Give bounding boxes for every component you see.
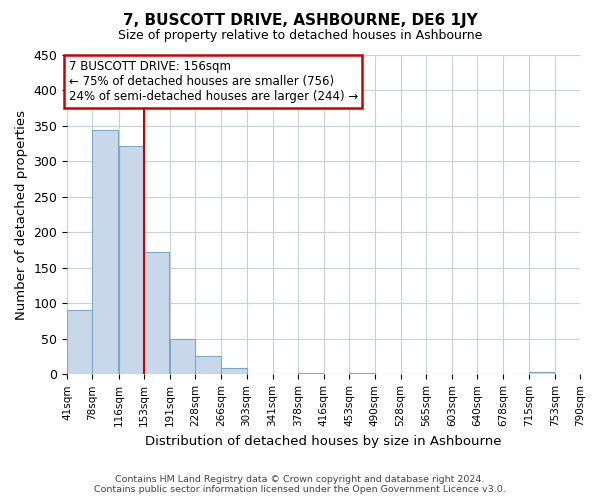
Bar (298, 373, 323, 374)
Text: Size of property relative to detached houses in Ashbourne: Size of property relative to detached ho… (118, 29, 482, 42)
Bar (221, 368, 247, 374)
Y-axis label: Number of detached properties: Number of detached properties (15, 110, 28, 320)
Bar (195, 356, 221, 374)
Bar (349, 373, 374, 374)
Text: Contains HM Land Registry data © Crown copyright and database right 2024.
Contai: Contains HM Land Registry data © Crown c… (94, 474, 506, 494)
Bar (67, 310, 92, 374)
Bar (529, 372, 554, 374)
Bar (119, 146, 144, 374)
Bar (92, 130, 118, 374)
Text: 7, BUSCOTT DRIVE, ASHBOURNE, DE6 1JY: 7, BUSCOTT DRIVE, ASHBOURNE, DE6 1JY (122, 12, 478, 28)
Bar (144, 252, 169, 374)
Text: 7 BUSCOTT DRIVE: 156sqm
← 75% of detached houses are smaller (756)
24% of semi-d: 7 BUSCOTT DRIVE: 156sqm ← 75% of detache… (68, 60, 358, 103)
Bar (170, 339, 195, 374)
X-axis label: Distribution of detached houses by size in Ashbourne: Distribution of detached houses by size … (145, 434, 502, 448)
